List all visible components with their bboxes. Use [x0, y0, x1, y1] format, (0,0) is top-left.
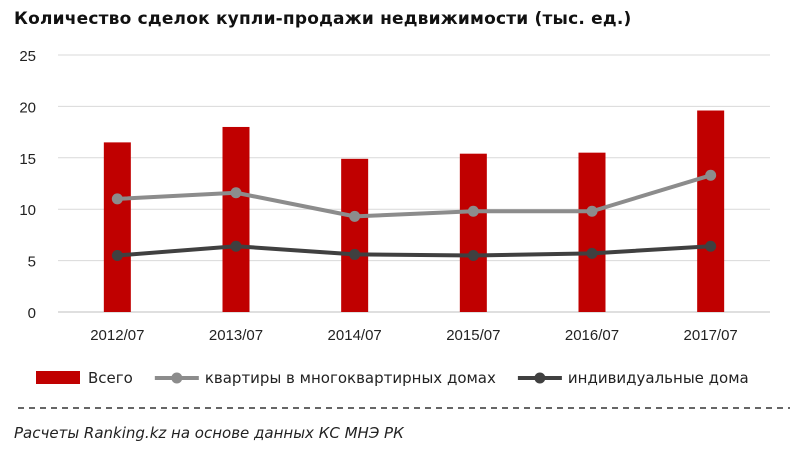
lines: [111, 169, 717, 261]
bar: [341, 158, 369, 312]
x-tick-label: 2015/07: [446, 327, 500, 344]
legend-swatch: [36, 371, 80, 384]
y-tick-label: 15: [19, 151, 36, 168]
chart-title: Количество сделок купли-продажи недвижим…: [14, 9, 632, 29]
y-tick-label: 5: [28, 254, 36, 271]
legend-label: квартиры в многоквартирных домах: [205, 369, 496, 387]
y-tick-label: 25: [19, 48, 36, 65]
legend: Всего квартиры в многоквартирных домах инд…: [36, 369, 749, 387]
series-point: [230, 187, 242, 199]
series-line: [117, 244, 711, 258]
bar: [578, 152, 606, 312]
bar: [459, 153, 487, 312]
series-point: [586, 247, 598, 259]
series-point: [349, 210, 361, 222]
series-point: [349, 248, 361, 260]
bar: [697, 110, 725, 313]
bars: [103, 110, 725, 313]
legend-label: Всего: [88, 369, 133, 387]
legend-marker: [534, 372, 546, 384]
series-line: [117, 173, 712, 219]
series-point: [586, 205, 598, 217]
x-tick-label: 2012/07: [90, 327, 144, 344]
x-tick-label: 2016/07: [565, 327, 619, 344]
series-point: [230, 240, 242, 252]
x-axis-ticks: 2012/07 2013/07 2014/07 2015/07 2016/07 2017/…: [90, 327, 738, 344]
x-tick-label: 2014/07: [328, 327, 382, 344]
x-tick-label: 2017/07: [684, 327, 738, 344]
series-point: [467, 249, 479, 261]
legend-label: индивидуальные дома: [568, 369, 749, 387]
y-tick-label: 10: [19, 202, 36, 219]
grid: [58, 54, 770, 313]
series-point: [705, 240, 717, 252]
y-axis-ticks: 0 5 10 15 20 25: [19, 48, 36, 322]
bar: [222, 126, 250, 313]
series-point: [467, 205, 479, 217]
series-point: [705, 169, 717, 181]
y-tick-label: 20: [19, 99, 36, 116]
y-tick-label: 0: [28, 305, 36, 322]
series-point: [111, 249, 123, 261]
bar: [103, 142, 131, 312]
legend-marker: [171, 372, 183, 384]
x-tick-label: 2013/07: [209, 327, 263, 344]
series-point: [111, 193, 123, 205]
source-note: Расчеты Ranking.kz на основе данных КС М…: [14, 424, 404, 442]
